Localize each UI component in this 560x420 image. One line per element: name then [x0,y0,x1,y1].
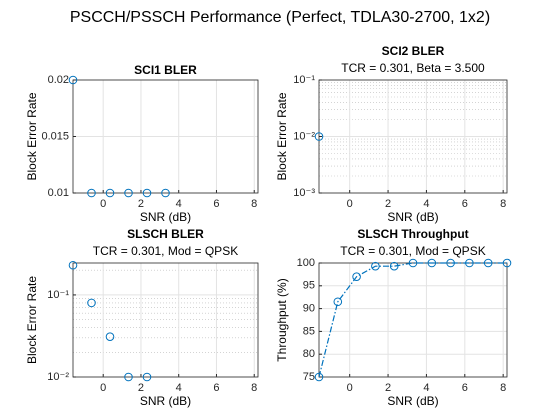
chart-subtitle: TCR = 0.301, Mod = QPSK [93,244,238,258]
y-tick-label: 10⁻¹ [293,74,315,86]
x-tick-label: 2 [138,382,144,394]
plot-area [319,263,507,377]
x-tick-label: 4 [423,198,429,210]
y-axis-label: Block Error Rate [275,92,289,180]
x-tick-label: 6 [462,382,468,394]
chart-subtitle: TCR = 0.301, Mod = QPSK [340,244,485,258]
x-tick-label: 8 [500,198,506,210]
y-tick-label: 100 [297,257,315,269]
data-point [502,258,512,268]
y-tick-label: 10⁻² [47,371,69,383]
y-tick-label: 10⁻³ [293,187,315,199]
data-point [333,297,343,307]
data-point [124,188,133,198]
y-tick-label: 80 [303,348,315,360]
y-tick-label: 85 [303,325,315,337]
x-tick-label: 6 [213,198,219,210]
x-tick-label: 2 [138,198,144,210]
x-tick-label: 8 [251,382,257,394]
chart-title: SCI2 BLER [382,44,445,58]
data-point [68,260,78,270]
y-tick-label: 0.02 [48,74,69,86]
y-tick-label: 75 [303,371,315,383]
y-tick-label: 0.01 [48,187,69,199]
data-point [105,188,115,198]
data-point [68,75,78,85]
x-tick-label: 8 [251,198,257,210]
chart-title: SLSCH BLER [127,227,204,241]
data-point [389,261,399,271]
figure-title: PSCCH/PSSCH Performance (Perfect, TDLA30… [70,9,490,26]
x-tick-label: 4 [176,382,182,394]
data-point [314,372,324,382]
chart-title: SCI1 BLER [134,63,197,77]
data-point [465,258,474,268]
data-point [105,332,115,341]
chart-subtitle: TCR = 0.301, Beta = 3.500 [341,61,485,75]
data-point [483,258,493,268]
x-tick-label: 0 [347,382,353,394]
y-tick-label: 10⁻¹ [47,289,69,301]
x-axis-label: SNR (dB) [140,210,191,224]
axes-box [72,262,259,378]
data-point [87,298,96,308]
y-axis-label: Block Error Rate [25,276,39,364]
y-tick-label: 90 [303,303,315,315]
x-tick-label: 0 [100,198,106,210]
data-point [161,188,170,198]
data-point [124,372,133,382]
data-point [87,188,96,198]
x-tick-label: 6 [462,198,468,210]
axes-box [318,262,508,378]
x-tick-label: 2 [385,382,391,394]
x-tick-label: 0 [100,382,106,394]
x-tick-label: 6 [213,382,219,394]
chart-title: SLSCH Throughput [357,227,468,241]
x-axis-label: SNR (dB) [387,394,438,408]
x-axis-label: SNR (dB) [140,394,191,408]
data-point [446,258,455,268]
axes-box [72,79,259,194]
y-axis-label: Block Error Rate [25,92,39,180]
series-line [318,262,507,378]
axes-box [318,79,508,194]
y-tick-label: 10⁻² [293,130,315,142]
x-axis-label: SNR (dB) [387,210,438,224]
data-point [352,272,361,281]
x-tick-label: 2 [385,198,391,210]
data-point [427,258,437,268]
data-point [314,132,324,141]
data-point [408,258,418,268]
x-tick-label: 4 [176,198,182,210]
data-point [142,188,152,198]
y-axis-label: Throughput (%) [275,278,289,361]
x-tick-label: 0 [347,198,353,210]
x-tick-label: 4 [423,382,429,394]
y-tick-label: 0.015 [41,130,69,142]
y-tick-label: 95 [303,280,315,292]
data-point [371,261,380,271]
x-tick-label: 8 [500,382,506,394]
plot-area [73,263,258,377]
data-point [142,372,152,382]
